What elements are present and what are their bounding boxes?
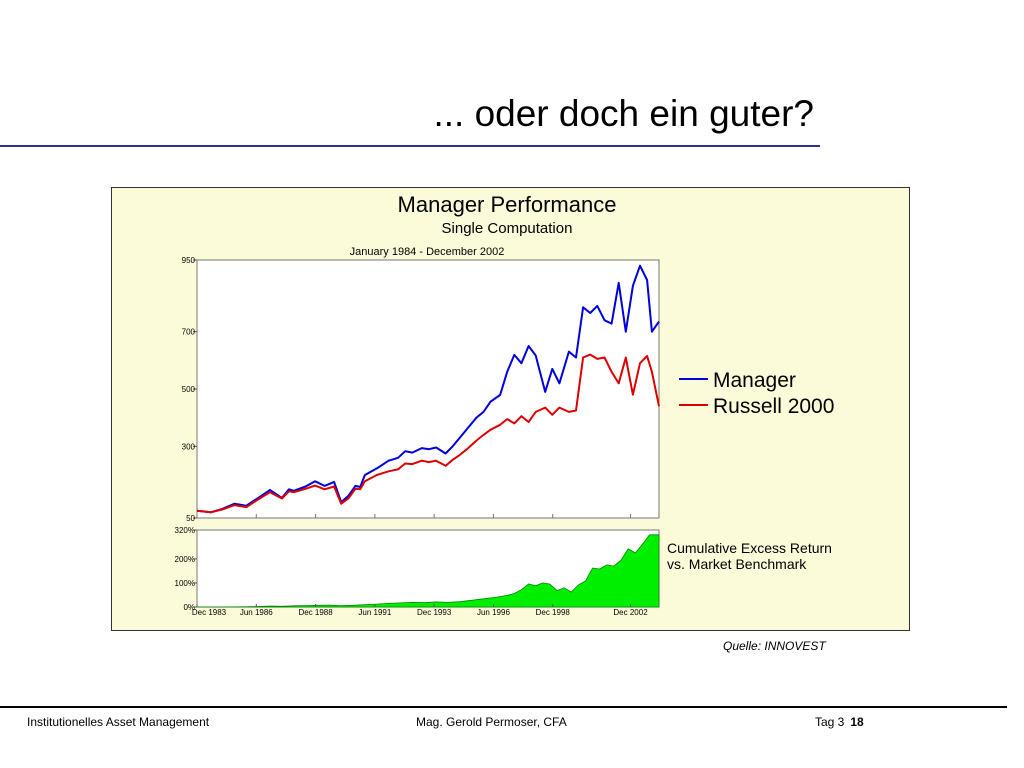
main-plot-area <box>196 259 660 519</box>
main-y-tick-label: 500 <box>182 385 196 394</box>
excess-label-line2: vs. Market Benchmark <box>667 556 807 572</box>
footer-page-number: 18 <box>850 715 864 729</box>
excess-x-tick-label: Dec 1983 <box>192 608 227 617</box>
footer-author: Mag. Gerold Permoser, CFA <box>416 715 567 729</box>
excess-x-tick-label: Jun 1991 <box>358 608 391 617</box>
manager-line <box>196 264 660 514</box>
excess-y-tick-label: 0% <box>183 603 195 612</box>
footer-page-info: Tag 3 18 <box>815 715 864 729</box>
main-y-tick-label: 950 <box>182 256 196 265</box>
excess-y-tick-label: 100% <box>175 579 195 588</box>
slide-title: ... oder doch ein guter? <box>433 93 814 134</box>
excess-x-tick-label: Dec 1993 <box>417 608 452 617</box>
excess-x-tick-label: Jun 1986 <box>240 608 273 617</box>
chart-subtitle: Single Computation <box>442 220 573 237</box>
russell-2000-line <box>196 353 660 514</box>
title-underline <box>0 145 820 147</box>
excess-label-line1: Cumulative Excess Return <box>667 540 832 556</box>
source-note: Quelle: INNOVEST <box>723 639 826 653</box>
excess-y-tick-label: 200% <box>175 555 195 564</box>
excess-x-tick-label: Jun 1996 <box>477 608 510 617</box>
footer-course: Institutionelles Asset Management <box>27 715 210 729</box>
chart-canvas: Manager Performance Single Computation J… <box>175 192 835 617</box>
main-y-tick-label: 300 <box>182 442 196 451</box>
excess-x-tick-label: Dec 1988 <box>298 608 333 617</box>
excess-x-tick-label: Dec 1998 <box>536 608 571 617</box>
excess-x-tick-label: Dec 2002 <box>613 608 648 617</box>
excess-y-tick-label: 320% <box>175 526 195 535</box>
footer-day: Tag 3 <box>815 715 845 729</box>
legend-label-manager: Manager <box>713 369 796 392</box>
chart-panel: Manager Performance Single Computation J… <box>111 187 910 631</box>
main-y-tick-label: 50 <box>186 514 195 523</box>
chart-title: Manager Performance <box>398 192 617 217</box>
footer-rule <box>0 706 1007 708</box>
main-y-tick-label: 700 <box>182 328 196 337</box>
chart-period: January 1984 - December 2002 <box>350 246 505 258</box>
legend-label-russell: Russell 2000 <box>713 395 834 418</box>
